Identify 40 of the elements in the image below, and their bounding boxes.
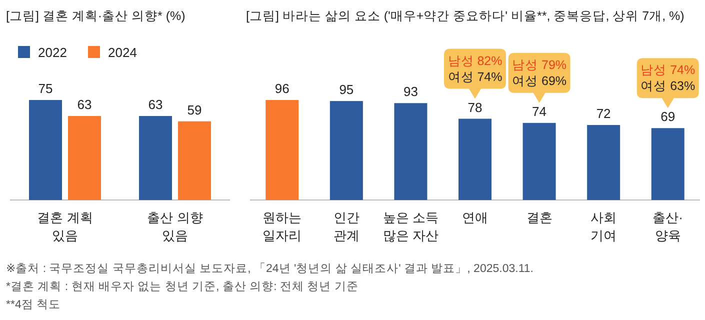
legend-label: 2022 [38,45,67,60]
bar [330,101,363,200]
legend-label: 2024 [108,45,137,60]
data-label: 69 [660,109,676,124]
data-label: 63 [148,97,163,112]
x-tick-label: 인간 관계 [333,210,360,243]
callout-arrow: 남성 82% 여성 74% [444,48,506,99]
data-label: 95 [339,82,354,98]
bar [651,128,684,200]
text: **4점 척도 [6,299,61,311]
data-label: 78 [468,100,482,115]
bar [522,122,556,200]
data-label: 93 [403,84,418,100]
data-label: 96 [274,81,290,96]
x-tick-label: 출산· 양육 [652,210,684,243]
bar [587,125,620,200]
x-tick-label: 결혼 계획 있음 [37,210,93,243]
chart-title: [그림] 결혼 계획·출산 의향* (%) [6,9,186,23]
data-label: 59 [187,102,202,118]
bar [266,100,299,200]
x-tick-label: 결혼 [526,210,552,225]
annotation: 남성 74% 여성 63% [640,63,696,94]
text: *결혼 계획 : 현재 배우자 없는 청년 기준, 출산 의향: 전체 청년 기준 [6,280,358,293]
x-tick-label: 높은 소득 많은 자산 [382,210,439,243]
chart-title: [그림] 바라는 삶의 요소 ('매우+약간 중요하다' 비율**, 중복응답, 상위 7개, %) [246,9,684,23]
x-tick-label: 원하는 일자리 [262,210,302,243]
data-label: 75 [38,81,53,96]
x-tick-label: 연애 [462,210,488,225]
data-label: 72 [596,106,611,121]
bar [458,118,492,200]
callout-arrow: 남성 79% 여성 69% [508,52,570,103]
annotation: 남성 79% 여성 69% [512,58,567,88]
bar [394,103,428,200]
callout-arrow: 남성 74% 여성 63% [636,58,699,108]
data-label: 63 [77,97,92,112]
x-tick-label: 출산 의향 있음 [147,210,203,243]
annotation: 남성 82% 여성 74% [448,54,502,84]
data-label: 74 [532,104,547,119]
x-tick-label: 사회 기여 [590,210,617,243]
text: ※출처 : 국무조정실 국무총리비서실 보도자료, 「24년 '청년의 삶 실태조사' 결과 발표」, 2025.03.11. [6,262,534,275]
